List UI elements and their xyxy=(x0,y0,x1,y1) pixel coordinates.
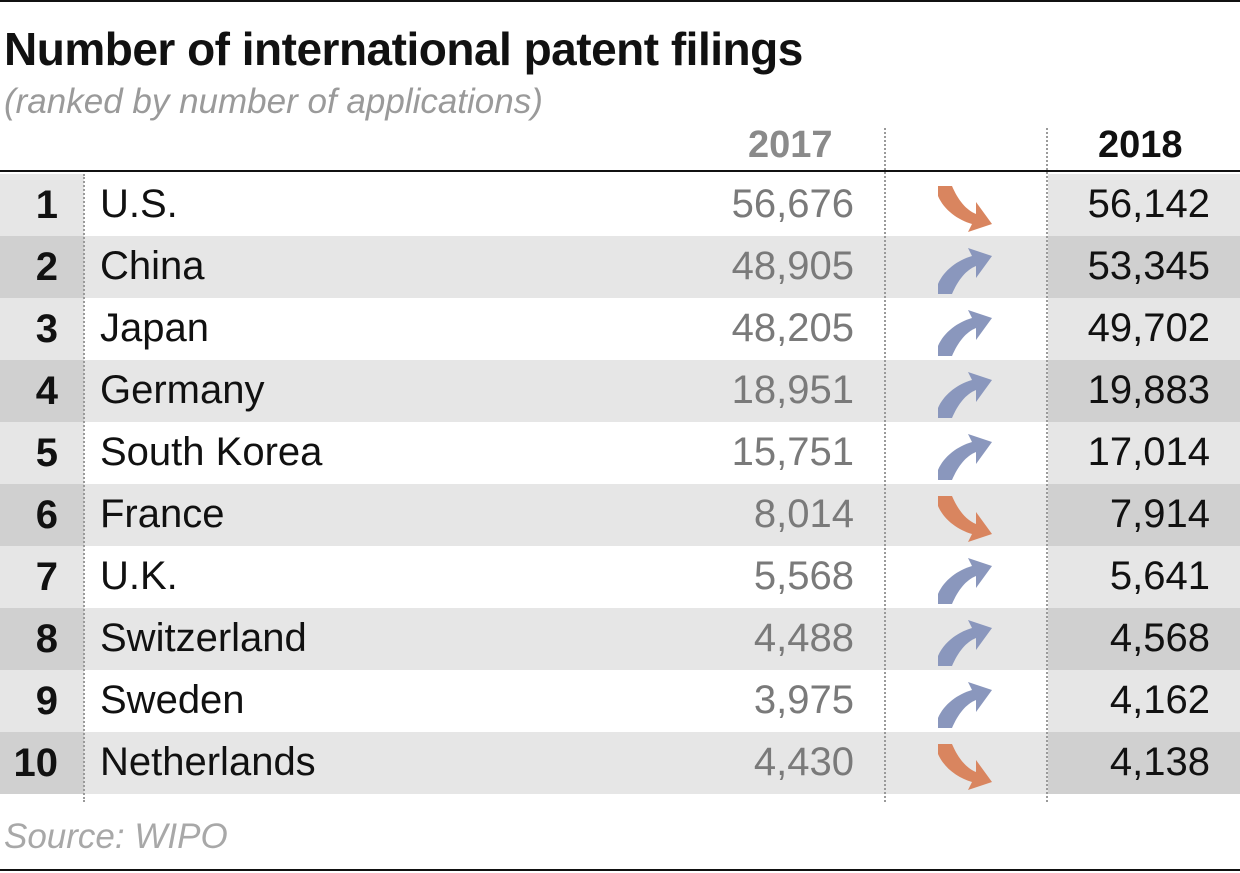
rank-cell: 5 xyxy=(0,422,84,484)
country-cell: South Korea xyxy=(100,430,323,474)
rank-cell: 8 xyxy=(0,608,84,670)
rank-cell: 9 xyxy=(0,670,84,732)
rank-cell: 4 xyxy=(0,360,84,422)
country-cell: Switzerland xyxy=(100,616,307,660)
value-2018-cell: 4,568 xyxy=(1048,608,1240,670)
trend-up-arrow-icon xyxy=(938,372,992,418)
value-2017-cell: 5,568 xyxy=(753,554,854,598)
country-cell: China xyxy=(100,244,205,288)
value-2017-cell: 15,751 xyxy=(731,430,854,474)
trend-down-arrow-icon xyxy=(938,496,992,542)
rank-cell: 6 xyxy=(0,484,84,546)
table-row: 2 China 48,905 53,345 xyxy=(0,236,1240,298)
value-2017-cell: 18,951 xyxy=(731,368,854,412)
value-2018-cell: 7,914 xyxy=(1048,484,1240,546)
trend-up-arrow-icon xyxy=(938,682,992,728)
country-cell: Japan xyxy=(100,306,209,350)
trend-up-arrow-icon xyxy=(938,620,992,666)
header-rule xyxy=(0,170,1240,172)
value-2017-cell: 48,205 xyxy=(731,306,854,350)
trend-up-arrow-icon xyxy=(938,558,992,604)
rank-cell: 1 xyxy=(0,174,84,236)
value-2017-cell: 48,905 xyxy=(731,244,854,288)
table-row: 3 Japan 48,205 49,702 xyxy=(0,298,1240,360)
patent-table: 1 U.S. 56,676 56,142 2 China 48,905 53,345 3 Japa… xyxy=(0,174,1240,794)
trend-up-arrow-icon xyxy=(938,434,992,480)
column-header-2017: 2017 xyxy=(748,124,833,166)
bottom-rule xyxy=(0,869,1240,871)
country-cell: U.K. xyxy=(100,554,178,598)
table-row: 4 Germany 18,951 19,883 xyxy=(0,360,1240,422)
value-2018-cell: 4,162 xyxy=(1048,670,1240,732)
divider-rank xyxy=(83,174,85,802)
value-2017-cell: 56,676 xyxy=(731,182,854,226)
country-cell: France xyxy=(100,492,225,536)
trend-up-arrow-icon xyxy=(938,310,992,356)
value-2018-cell: 4,138 xyxy=(1048,732,1240,794)
country-cell: Netherlands xyxy=(100,740,316,784)
country-cell: Sweden xyxy=(100,678,245,722)
value-2018-cell: 53,345 xyxy=(1048,236,1240,298)
value-2018-cell: 17,014 xyxy=(1048,422,1240,484)
value-2018-cell: 5,641 xyxy=(1048,546,1240,608)
chart-subtitle: (ranked by number of applications) xyxy=(4,82,543,121)
divider-2017 xyxy=(884,128,886,802)
trend-down-arrow-icon xyxy=(938,744,992,790)
value-2018-cell: 56,142 xyxy=(1048,174,1240,236)
value-2018-cell: 19,883 xyxy=(1048,360,1240,422)
value-2017-cell: 8,014 xyxy=(753,492,854,536)
value-2017-cell: 4,488 xyxy=(753,616,854,660)
value-2018-cell: 49,702 xyxy=(1048,298,1240,360)
table-row: 5 South Korea 15,751 17,014 xyxy=(0,422,1240,484)
table-row: 6 France 8,014 7,914 xyxy=(0,484,1240,546)
country-cell: U.S. xyxy=(100,182,178,226)
table-row: 8 Switzerland 4,488 4,568 xyxy=(0,608,1240,670)
table-row: 10 Netherlands 4,430 4,138 xyxy=(0,732,1240,794)
rank-cell: 10 xyxy=(0,732,84,794)
trend-up-arrow-icon xyxy=(938,248,992,294)
column-header-2018: 2018 xyxy=(1098,124,1183,166)
source-note: Source: WIPO xyxy=(4,817,228,856)
rank-cell: 3 xyxy=(0,298,84,360)
value-2017-cell: 3,975 xyxy=(753,678,854,722)
table-row: 7 U.K. 5,568 5,641 xyxy=(0,546,1240,608)
trend-down-arrow-icon xyxy=(938,186,992,232)
value-2017-cell: 4,430 xyxy=(753,740,854,784)
table-row: 1 U.S. 56,676 56,142 xyxy=(0,174,1240,236)
rank-cell: 7 xyxy=(0,546,84,608)
top-rule xyxy=(0,0,1240,2)
rank-cell: 2 xyxy=(0,236,84,298)
divider-2018 xyxy=(1046,128,1048,802)
table-row: 9 Sweden 3,975 4,162 xyxy=(0,670,1240,732)
chart-title: Number of international patent filings xyxy=(4,23,803,75)
country-cell: Germany xyxy=(100,368,265,412)
